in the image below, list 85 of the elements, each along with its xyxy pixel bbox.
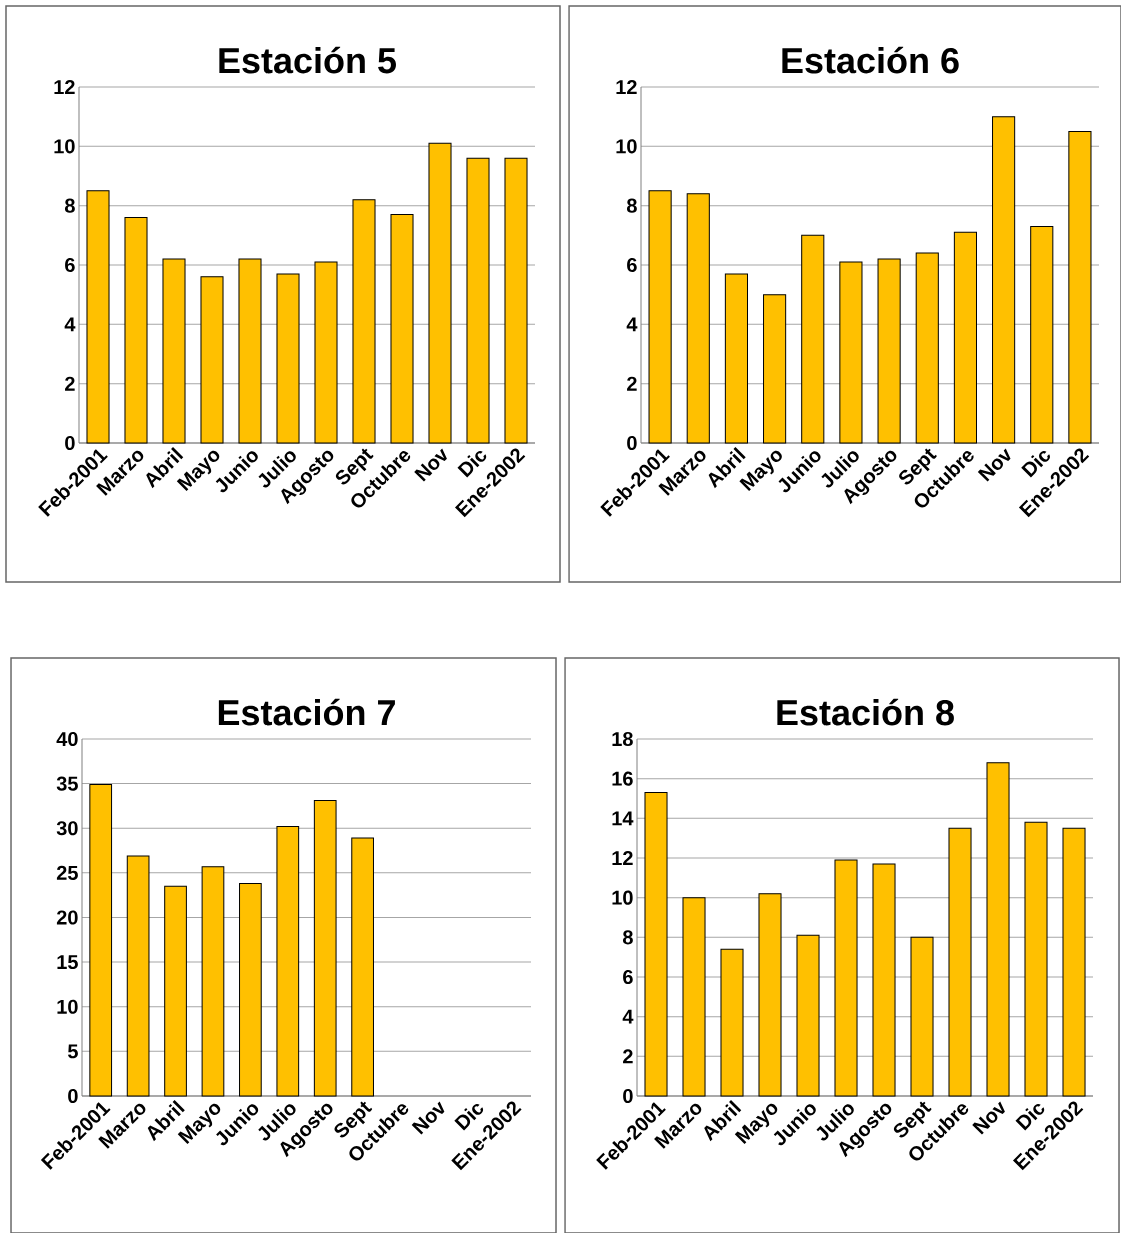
bar bbox=[239, 883, 262, 1097]
chart-title: Estación 6 bbox=[782, 46, 959, 74]
bar bbox=[910, 936, 934, 1097]
y-tick-label: 4 bbox=[64, 317, 76, 332]
bar bbox=[758, 893, 782, 1097]
bar bbox=[1068, 130, 1092, 444]
y-tick-label: 10 bbox=[616, 139, 637, 154]
bar bbox=[839, 261, 863, 444]
bar bbox=[504, 157, 528, 444]
x-tick-label: Nov bbox=[411, 1101, 445, 1135]
bar bbox=[644, 792, 668, 1097]
bar bbox=[986, 762, 1010, 1097]
chart-title: Estación 7 bbox=[218, 698, 395, 726]
bar bbox=[126, 855, 150, 1097]
y-tick-label: 15 bbox=[57, 955, 78, 970]
chart-title: Estación 8 bbox=[777, 698, 954, 726]
y-tick-label: 6 bbox=[65, 257, 75, 273]
bar bbox=[162, 258, 186, 444]
bar bbox=[276, 825, 300, 1097]
chart-title: Estación 5 bbox=[219, 46, 396, 74]
bar bbox=[1030, 225, 1054, 444]
y-tick-label: 12 bbox=[54, 80, 75, 94]
y-tick-label: 16 bbox=[612, 771, 633, 786]
bar bbox=[466, 157, 490, 444]
bar bbox=[648, 190, 672, 444]
y-tick-label: 10 bbox=[612, 890, 633, 905]
bar bbox=[86, 190, 110, 444]
bar bbox=[720, 948, 744, 1097]
y-tick-label: 0 bbox=[68, 1088, 78, 1104]
bar bbox=[1024, 821, 1048, 1097]
y-tick-label: 0 bbox=[627, 435, 637, 451]
bar bbox=[801, 234, 825, 444]
bar bbox=[89, 784, 113, 1097]
bar bbox=[124, 217, 148, 444]
y-tick-label: 4 bbox=[626, 317, 638, 332]
y-tick-label: 10 bbox=[57, 999, 78, 1014]
y-tick-label: 18 bbox=[612, 731, 633, 747]
bar bbox=[390, 214, 414, 444]
bar bbox=[796, 934, 820, 1097]
y-tick-label: 14 bbox=[612, 811, 634, 826]
y-tick-label: 40 bbox=[56, 731, 78, 747]
y-tick-label: 8 bbox=[64, 198, 75, 213]
bar bbox=[314, 261, 338, 444]
x-tick-label: Nov bbox=[977, 448, 1011, 482]
bar bbox=[238, 258, 262, 444]
bar bbox=[164, 885, 187, 1097]
y-tick-label: 0 bbox=[65, 435, 75, 451]
bar bbox=[915, 252, 939, 444]
bar bbox=[948, 827, 972, 1097]
bar bbox=[682, 897, 706, 1097]
y-tick-label: 10 bbox=[54, 139, 75, 154]
bar bbox=[1062, 827, 1086, 1097]
y-tick-label: 8 bbox=[626, 198, 637, 213]
bar bbox=[953, 231, 977, 444]
y-tick-label: 2 bbox=[627, 376, 637, 391]
bar bbox=[834, 859, 858, 1097]
y-tick-label: 35 bbox=[56, 776, 78, 791]
x-tick-label: Nov bbox=[414, 448, 447, 482]
bar bbox=[313, 800, 337, 1097]
y-tick-label: 0 bbox=[623, 1088, 633, 1104]
y-tick-label: 25 bbox=[56, 865, 78, 880]
y-tick-label: 4 bbox=[622, 1009, 634, 1024]
bar bbox=[724, 273, 748, 444]
y-tick-label: 20 bbox=[56, 910, 78, 925]
bar bbox=[276, 273, 300, 444]
y-tick-label: 12 bbox=[612, 851, 633, 865]
y-tick-label: 6 bbox=[623, 969, 633, 985]
bar bbox=[200, 276, 224, 444]
y-tick-label: 12 bbox=[616, 80, 637, 94]
bar bbox=[872, 863, 896, 1097]
bar bbox=[686, 193, 710, 444]
y-tick-label: 5 bbox=[67, 1044, 78, 1059]
x-tick-label: Nov bbox=[972, 1101, 1005, 1135]
y-tick-label: 6 bbox=[627, 257, 637, 273]
y-tick-label: 30 bbox=[56, 821, 78, 836]
bar bbox=[351, 837, 374, 1097]
bar bbox=[201, 866, 225, 1097]
bar bbox=[428, 142, 452, 444]
bar bbox=[352, 199, 376, 444]
y-tick-label: 2 bbox=[623, 1049, 633, 1064]
bar bbox=[992, 116, 1016, 444]
bar bbox=[763, 294, 787, 444]
bar bbox=[877, 258, 901, 444]
y-tick-label: 2 bbox=[65, 376, 75, 391]
y-tick-label: 8 bbox=[622, 930, 633, 945]
